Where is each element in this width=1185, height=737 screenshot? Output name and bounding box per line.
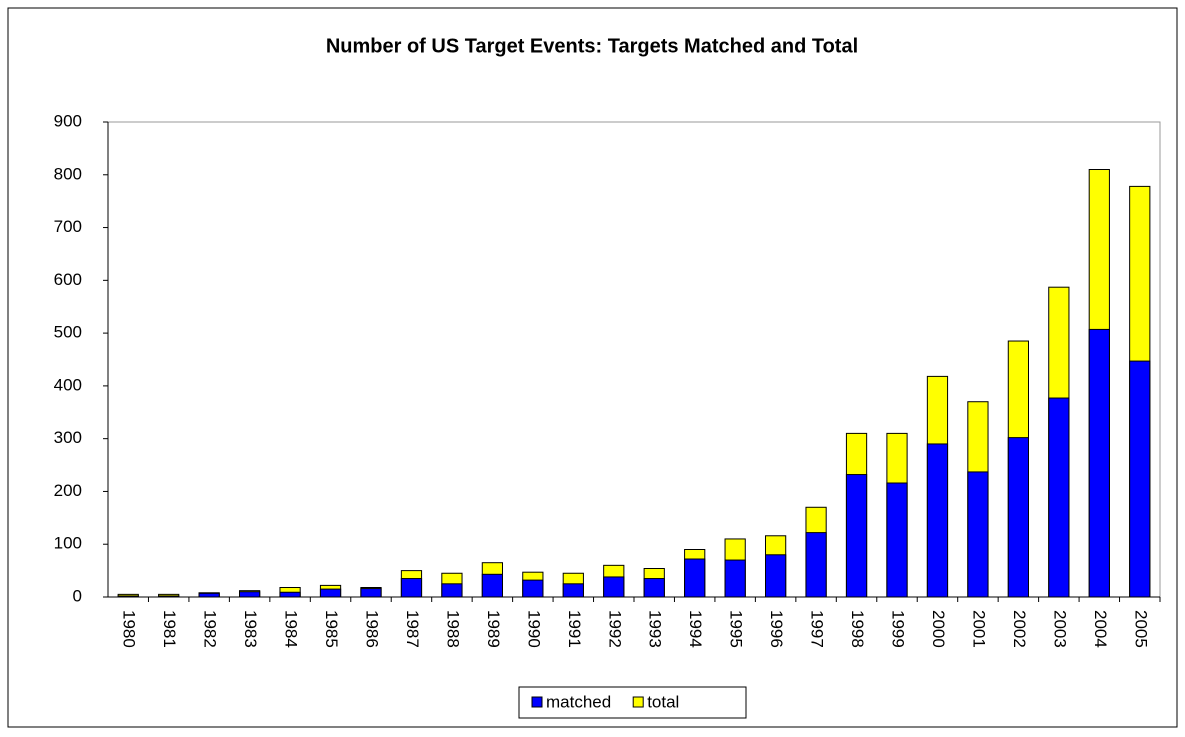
bar xyxy=(522,579,544,598)
bar xyxy=(967,471,989,598)
bar xyxy=(1129,360,1151,598)
bar xyxy=(400,578,423,598)
legend-label: matched xyxy=(546,692,611,711)
x-tick-label: 1992 xyxy=(605,610,624,648)
x-tick-label: 1991 xyxy=(565,610,584,648)
x-tick-label: 1996 xyxy=(767,610,786,648)
x-tick-label: 1984 xyxy=(282,610,301,648)
x-tick-label: 1983 xyxy=(241,610,260,648)
x-tick-label: 2003 xyxy=(1050,610,1069,648)
legend-swatch xyxy=(632,696,644,708)
chart-title: Number of US Target Events: Targets Matc… xyxy=(326,35,858,57)
x-tick-label: 1982 xyxy=(201,610,220,648)
x-tick-label: 1981 xyxy=(160,610,179,648)
bar xyxy=(1088,328,1110,598)
y-tick-label: 600 xyxy=(54,270,82,289)
legend-label: total xyxy=(647,692,679,711)
bar xyxy=(279,591,301,598)
x-tick-label: 2000 xyxy=(929,610,948,648)
x-tick-label: 1980 xyxy=(120,610,139,648)
y-tick-label: 500 xyxy=(54,323,82,342)
x-tick-label: 1989 xyxy=(484,610,503,648)
x-tick-label: 1986 xyxy=(363,610,382,648)
x-tick-label: 2005 xyxy=(1131,610,1150,648)
x-tick-label: 1993 xyxy=(646,610,665,648)
bar xyxy=(481,573,503,598)
x-tick-label: 1987 xyxy=(403,610,422,648)
x-tick-label: 1988 xyxy=(443,610,462,648)
x-tick-label: 2002 xyxy=(1010,610,1029,648)
legend-box xyxy=(518,686,747,719)
bar xyxy=(805,532,827,598)
x-tick-label: 1995 xyxy=(727,610,746,648)
bar xyxy=(158,595,180,598)
bar xyxy=(765,554,787,598)
x-tick-label: 1999 xyxy=(889,610,908,648)
bar xyxy=(562,583,584,598)
x-tick-label: 1998 xyxy=(848,610,867,648)
legend-swatch xyxy=(531,696,543,708)
x-tick-label: 1994 xyxy=(686,610,705,648)
bar xyxy=(886,482,908,598)
y-tick-label: 100 xyxy=(54,534,82,553)
bar xyxy=(603,576,625,598)
y-tick-label: 700 xyxy=(54,217,82,236)
bar xyxy=(360,588,382,598)
x-tick-label: 2004 xyxy=(1091,610,1110,648)
x-tick-label: 1985 xyxy=(322,610,341,648)
y-tick-label: 200 xyxy=(54,481,82,500)
chart-border xyxy=(7,7,1178,728)
bar xyxy=(1007,437,1029,598)
y-tick-label: 900 xyxy=(54,111,82,130)
bar xyxy=(117,595,139,598)
y-tick-label: 800 xyxy=(54,164,82,183)
bar xyxy=(724,559,746,598)
bar xyxy=(198,592,220,598)
y-tick-label: 400 xyxy=(54,375,82,394)
bar xyxy=(643,578,665,598)
x-tick-label: 2001 xyxy=(969,610,988,648)
y-tick-label: 0 xyxy=(73,586,82,605)
bar xyxy=(1048,397,1070,598)
bar xyxy=(684,558,706,598)
bar xyxy=(319,588,342,598)
x-tick-label: 1997 xyxy=(808,610,827,648)
bar xyxy=(926,443,949,598)
bar xyxy=(441,583,463,598)
y-tick-label: 300 xyxy=(54,428,82,447)
bar xyxy=(845,474,868,598)
bar xyxy=(239,591,261,598)
x-tick-label: 1990 xyxy=(524,610,543,648)
